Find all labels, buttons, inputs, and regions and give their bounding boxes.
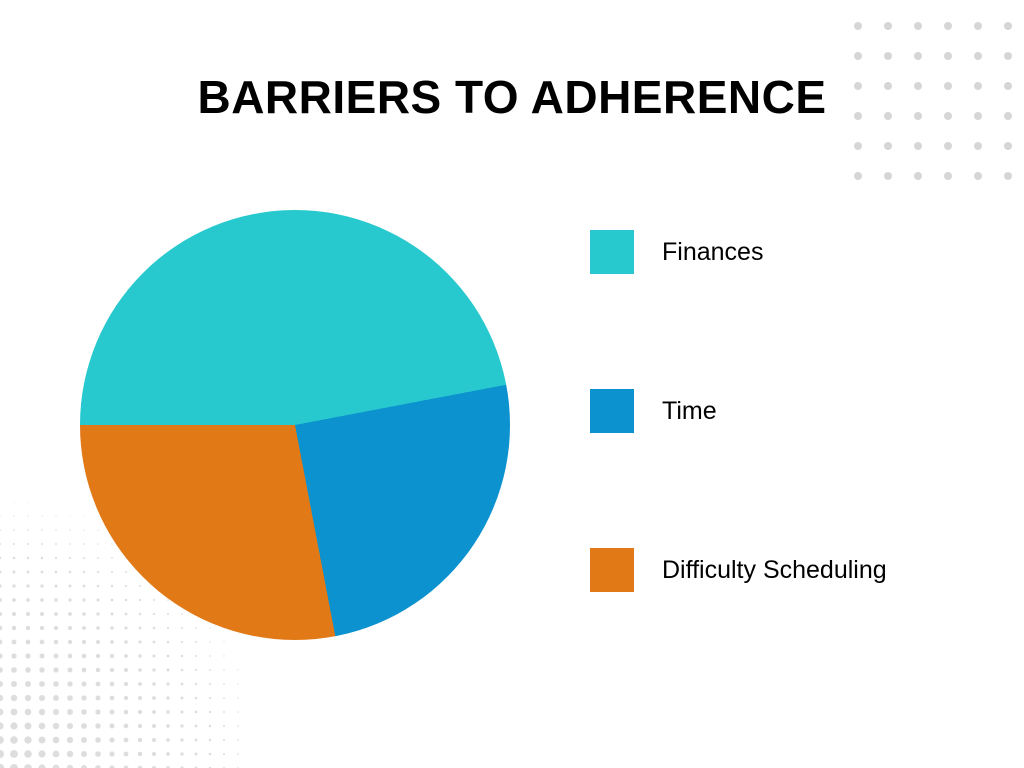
chart-title: BARRIERS TO ADHERENCE bbox=[197, 70, 826, 124]
pie-chart bbox=[80, 210, 510, 640]
legend-label: Time bbox=[662, 397, 717, 426]
legend-item: Difficulty Scheduling bbox=[590, 548, 887, 592]
legend-swatch bbox=[590, 548, 634, 592]
chart-container: BARRIERS TO ADHERENCE Finances Time Diff… bbox=[0, 0, 1024, 768]
legend-label: Difficulty Scheduling bbox=[662, 556, 887, 585]
legend-item: Time bbox=[590, 389, 887, 433]
legend-swatch bbox=[590, 389, 634, 433]
legend-swatch bbox=[590, 230, 634, 274]
legend: Finances Time Difficulty Scheduling bbox=[590, 230, 887, 592]
decoration-dots-top-right bbox=[854, 22, 1024, 192]
legend-item: Finances bbox=[590, 230, 887, 274]
legend-label: Finances bbox=[662, 238, 763, 267]
